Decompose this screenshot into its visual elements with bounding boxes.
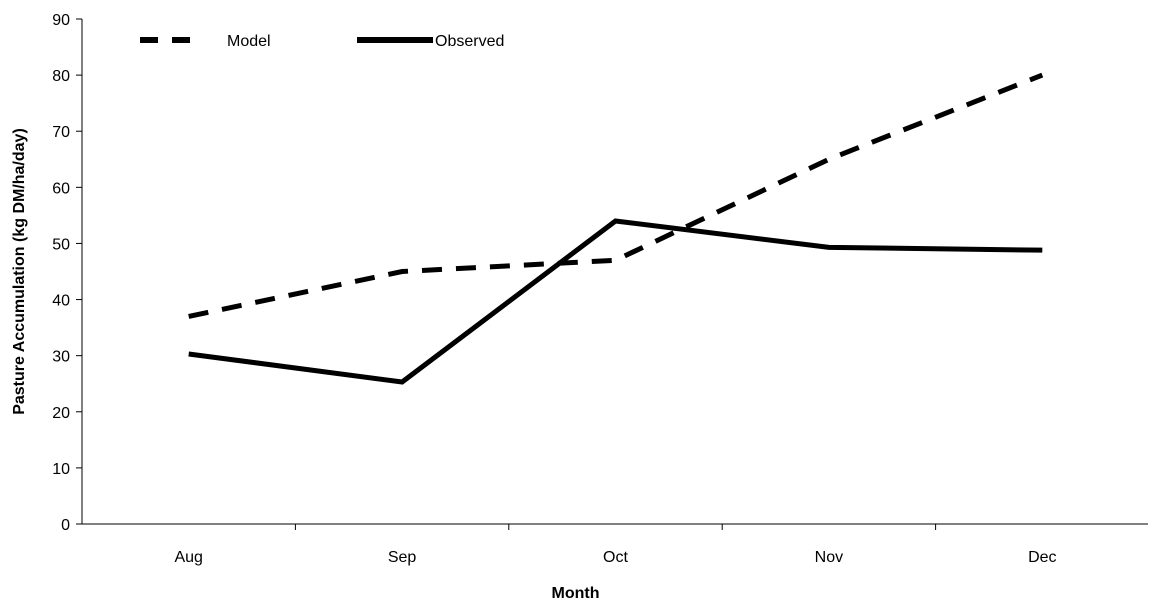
x-tick-label: Sep xyxy=(388,549,417,566)
y-tick-label: 50 xyxy=(52,236,70,253)
y-axis-ticks: 0 10 20 30 40 50 60 70 80 90 xyxy=(52,12,82,534)
y-tick-label: 60 xyxy=(52,180,70,197)
x-axis-ticks: Aug Sep Oct Nov Dec xyxy=(174,524,1057,566)
legend-label-observed: Observed xyxy=(435,33,504,50)
series-layer xyxy=(188,72,1044,385)
legend-label-model: Model xyxy=(227,33,271,50)
legend: Model Observed xyxy=(140,33,504,50)
y-tick-label: 80 xyxy=(52,68,70,85)
model-series-line xyxy=(188,72,1044,319)
y-tick-label: 70 xyxy=(52,124,70,141)
y-tick-label: 30 xyxy=(52,349,70,366)
x-tick-label: Aug xyxy=(174,549,202,566)
x-tick-label: Dec xyxy=(1028,549,1056,566)
observed-series-line xyxy=(188,218,1043,385)
y-tick-label: 90 xyxy=(52,12,70,29)
y-tick-label: 10 xyxy=(52,461,70,478)
y-tick-label: 20 xyxy=(52,405,70,422)
axes: 0 10 20 30 40 50 60 70 80 90 Aug Sep Oct Nov Dec xyxy=(52,12,1148,566)
y-tick-label: 40 xyxy=(52,293,70,310)
x-axis-title: Month xyxy=(552,585,600,602)
y-axis-title: Pasture Accumulation (kg DM/ha/day) xyxy=(11,128,28,415)
y-tick-label: 0 xyxy=(61,517,70,534)
x-tick-label: Oct xyxy=(603,549,628,566)
x-tick-label: Nov xyxy=(815,549,843,566)
